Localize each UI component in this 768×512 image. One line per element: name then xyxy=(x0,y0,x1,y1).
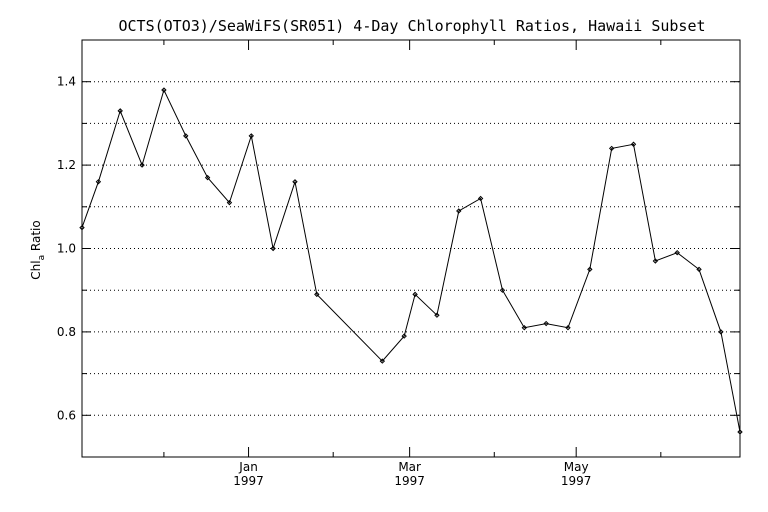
data-point xyxy=(608,145,615,152)
data-point xyxy=(314,291,320,298)
data-point xyxy=(543,320,549,327)
y-axis-label-subscript: a xyxy=(37,255,47,261)
x-tick-label: May xyxy=(564,460,589,474)
data-point xyxy=(737,429,743,435)
x-tick-label-year: 1997 xyxy=(233,474,264,488)
y-tick-label: 0.8 xyxy=(57,325,76,339)
axis-ticks xyxy=(82,40,740,457)
data-point xyxy=(95,179,102,185)
data-point xyxy=(79,224,85,231)
chart-title: OCTS(OTO3)/SeaWiFS(SR051) 4-Day Chloroph… xyxy=(119,17,706,35)
data-point xyxy=(379,358,386,364)
data-point xyxy=(652,258,659,264)
y-tick-label: 1.0 xyxy=(57,242,76,256)
data-point xyxy=(204,174,211,181)
y-axis-label-main: Chl xyxy=(29,260,43,279)
data-point xyxy=(565,325,571,331)
y-tick-label: 1.2 xyxy=(57,158,76,172)
data-point xyxy=(630,141,637,147)
data-point xyxy=(139,162,145,168)
data-point xyxy=(499,287,506,293)
y-axis-label: Chla Ratio xyxy=(29,220,47,279)
data-point xyxy=(270,245,276,252)
data-point xyxy=(292,179,298,185)
data-point xyxy=(696,266,702,273)
x-tick-label: Mar xyxy=(398,460,421,474)
data-point xyxy=(587,266,593,273)
data-point xyxy=(161,87,167,93)
data-point xyxy=(456,208,462,214)
series-line xyxy=(81,88,741,433)
data-point xyxy=(434,312,440,318)
plot-frame xyxy=(81,39,741,458)
data-point xyxy=(477,195,484,202)
y-tick-label: 0.6 xyxy=(57,408,76,422)
data-point xyxy=(521,325,528,331)
data-point xyxy=(117,108,123,114)
y-tick-labels: 0.6 0.8 1.0 1.2 1.4 xyxy=(57,75,76,423)
x-tick-label-year: 1997 xyxy=(394,474,425,488)
x-tick-label-year: 1997 xyxy=(561,474,592,488)
y-axis-label-rest: Ratio xyxy=(29,220,43,255)
y-tick-label: 1.4 xyxy=(57,75,76,89)
data-point xyxy=(718,329,724,335)
series-group xyxy=(79,87,743,435)
data-point xyxy=(183,133,189,139)
data-point xyxy=(674,249,680,256)
data-point xyxy=(412,291,418,298)
grid-lines xyxy=(82,81,740,416)
x-tick-label: Jan xyxy=(238,460,258,474)
data-point xyxy=(401,333,407,339)
data-point xyxy=(226,199,233,206)
data-point xyxy=(248,133,254,139)
